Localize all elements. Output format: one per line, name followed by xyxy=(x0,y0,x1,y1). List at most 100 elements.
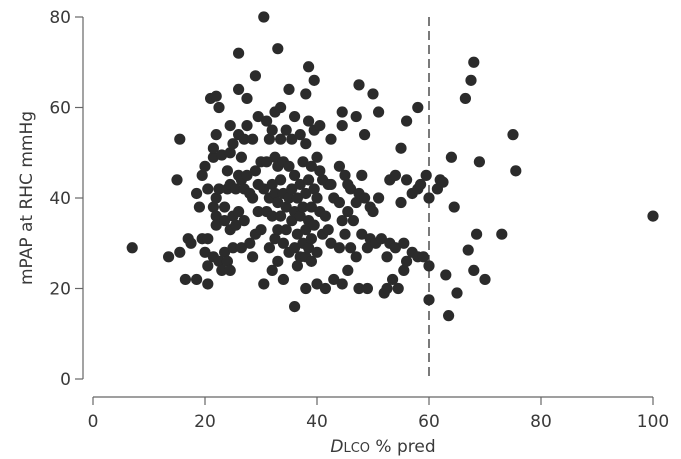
data-point xyxy=(325,178,337,191)
data-point xyxy=(241,120,253,132)
data-point xyxy=(219,201,231,213)
data-point xyxy=(479,273,491,286)
data-point xyxy=(353,282,365,295)
data-point xyxy=(269,187,281,200)
y-tick-label: 0 xyxy=(60,370,71,390)
data-point xyxy=(174,133,186,145)
data-point xyxy=(325,133,337,145)
data-point xyxy=(272,196,284,209)
data-point xyxy=(272,224,284,236)
data-point xyxy=(227,242,239,254)
data-point xyxy=(305,233,317,245)
data-point xyxy=(415,178,427,191)
data-point xyxy=(361,282,373,295)
data-point xyxy=(291,192,303,204)
data-point xyxy=(179,273,191,286)
data-point xyxy=(300,224,312,236)
data-point xyxy=(272,43,284,55)
data-point xyxy=(286,215,298,227)
data-point xyxy=(191,273,203,286)
data-point xyxy=(210,129,222,141)
data-point xyxy=(305,201,317,213)
y-tick-label: 80 xyxy=(49,8,71,28)
data-point xyxy=(401,255,413,267)
data-point xyxy=(216,264,228,276)
data-point xyxy=(423,260,435,272)
data-point xyxy=(269,151,281,163)
data-point xyxy=(291,260,303,272)
data-point xyxy=(347,215,359,227)
data-point xyxy=(202,260,214,272)
data-point xyxy=(322,224,334,236)
data-point xyxy=(266,210,278,222)
data-point xyxy=(342,205,354,218)
data-point xyxy=(272,255,284,267)
data-point xyxy=(389,169,401,181)
data-point xyxy=(350,251,362,263)
data-point xyxy=(308,74,320,86)
data-point xyxy=(398,237,410,249)
data-point xyxy=(230,183,242,195)
data-point xyxy=(230,219,242,231)
data-point xyxy=(283,83,295,95)
data-point xyxy=(389,242,401,254)
data-point xyxy=(126,242,138,254)
data-point xyxy=(210,192,222,204)
data-point xyxy=(367,88,379,100)
data-point xyxy=(221,165,233,177)
data-point xyxy=(291,228,303,240)
data-point xyxy=(210,210,222,222)
data-point xyxy=(375,233,387,245)
data-point xyxy=(233,205,245,218)
data-point xyxy=(202,183,214,195)
data-point xyxy=(275,133,287,145)
data-point xyxy=(207,142,219,154)
data-point xyxy=(294,210,306,222)
data-point xyxy=(510,165,522,177)
data-point xyxy=(356,169,368,181)
data-point xyxy=(392,282,404,295)
data-point xyxy=(294,129,306,141)
data-point xyxy=(333,242,345,254)
data-point xyxy=(258,278,270,290)
data-point xyxy=(468,264,480,276)
data-point xyxy=(303,174,315,186)
data-point xyxy=(465,74,477,86)
x-tick-label: 60 xyxy=(418,412,440,432)
data-point xyxy=(412,101,424,114)
data-point xyxy=(247,251,259,263)
data-point xyxy=(311,192,323,204)
data-point xyxy=(381,251,393,263)
data-point xyxy=(235,242,247,254)
data-point xyxy=(305,160,317,172)
data-point xyxy=(443,310,455,322)
data-point xyxy=(216,149,228,161)
data-point xyxy=(311,151,323,163)
data-point xyxy=(221,255,233,267)
data-point xyxy=(471,228,483,240)
data-point xyxy=(300,88,312,100)
data-point xyxy=(401,115,413,127)
data-point xyxy=(224,120,236,132)
data-point xyxy=(395,142,407,154)
data-point xyxy=(247,192,259,204)
data-point xyxy=(440,269,452,281)
data-point xyxy=(202,278,214,290)
data-point xyxy=(191,187,203,200)
data-point xyxy=(233,47,245,59)
x-ticks: 0 20 40 60 80 100 xyxy=(88,397,669,432)
data-point xyxy=(350,110,362,123)
data-point xyxy=(280,224,292,236)
data-point xyxy=(289,242,301,254)
data-point xyxy=(420,169,432,181)
data-point xyxy=(350,196,362,209)
data-point xyxy=(401,174,413,186)
data-point xyxy=(289,169,301,181)
x-axis-title-rest: % pred xyxy=(370,437,436,457)
x-tick-label: 100 xyxy=(637,412,669,432)
data-point xyxy=(286,133,298,145)
data-point xyxy=(247,133,259,145)
data-point xyxy=(303,61,315,73)
data-point xyxy=(303,115,315,127)
data-point xyxy=(294,178,306,191)
